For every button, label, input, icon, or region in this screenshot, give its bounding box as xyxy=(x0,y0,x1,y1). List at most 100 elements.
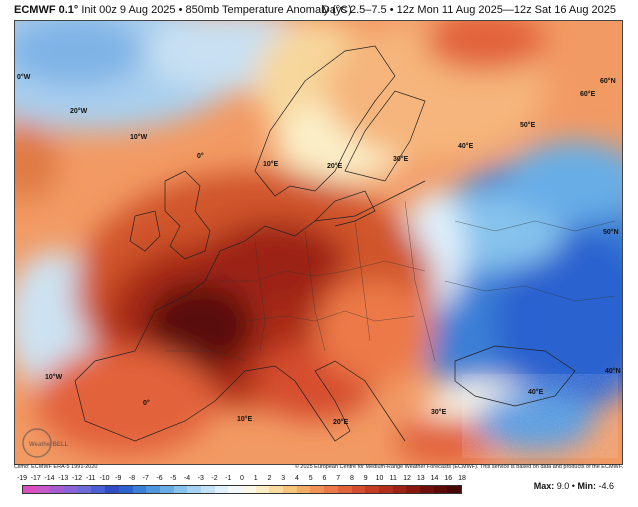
product-name: 850mb Temperature Anomaly (°C) xyxy=(185,4,352,16)
scale-swatch xyxy=(283,486,297,493)
scale-swatch xyxy=(159,486,174,493)
lon-label-40e-south: 40°E xyxy=(528,388,544,396)
scale-swatch xyxy=(214,486,229,493)
country-borders xyxy=(165,200,616,362)
header-separator: • xyxy=(178,4,183,16)
stats-separator: • xyxy=(571,481,575,491)
svg-text:WeatherBELL: WeatherBELL xyxy=(29,442,69,448)
lat-label-40n: 40°N xyxy=(605,367,621,375)
scale-tick-label: 9 xyxy=(363,475,368,482)
lon-label-60e: 60°E xyxy=(580,90,596,98)
max-value: 9.0 xyxy=(556,481,570,491)
lon-label-0-south: 0° xyxy=(143,399,150,407)
speckle-texture xyxy=(475,381,605,451)
scale-swatch xyxy=(91,486,106,493)
scale-tick-label: -11 xyxy=(85,475,96,482)
scale-swatch xyxy=(255,486,270,493)
scale-swatch xyxy=(50,486,65,493)
scale-bar xyxy=(22,485,462,494)
scale-tick-label: 16 xyxy=(444,475,453,482)
lon-label-20e-south: 20°E xyxy=(333,418,349,426)
lon-label-10e: 10°E xyxy=(263,160,279,168)
scale-swatch xyxy=(324,486,338,493)
scale-swatch xyxy=(173,486,188,493)
weatherbell-logo: WeatherBELL xyxy=(22,428,69,458)
scale-tick-label: -2 xyxy=(211,475,218,482)
scale-swatch xyxy=(406,486,420,493)
scale-tick-label: -8 xyxy=(128,475,136,482)
model-name: ECMWF 0.1° xyxy=(14,4,79,16)
scale-tick-label: 10 xyxy=(375,475,384,482)
min-label: Min: xyxy=(577,481,596,491)
lon-label-50e: 50°E xyxy=(520,121,536,129)
lon-label-20w: 20°W xyxy=(70,107,88,115)
lon-label-30e: 30°E xyxy=(393,155,409,163)
lat-label-50n: 50°N xyxy=(603,228,619,236)
scale-tick-label: 5 xyxy=(308,475,313,482)
lon-label-10w-south: 10°W xyxy=(45,373,63,381)
lon-label-0: 0° xyxy=(197,152,204,160)
scale-tick-label: -9 xyxy=(115,475,122,482)
scale-swatch xyxy=(64,486,78,493)
scale-tick-label: 13 xyxy=(416,475,425,482)
scale-tick-label: -6 xyxy=(156,475,163,482)
scale-tick-label: 0 xyxy=(240,475,244,482)
map-header: ECMWF 0.1° Init 00z 9 Aug 2025 • 850mb T… xyxy=(0,0,638,22)
footer-credits: Climo: ECMWF ERA-5 1991-2020 © 2025 Euro… xyxy=(14,463,623,472)
scale-swatch xyxy=(200,486,215,493)
lon-label-30e-south: 30°E xyxy=(431,408,447,416)
scale-swatch xyxy=(296,486,311,493)
scale-tick-label: -4 xyxy=(183,475,191,482)
scale-swatch xyxy=(36,486,51,493)
color-scale: -19 -17 -14 -13 -12 -11 -10 -9 -8 -7 -6 -5 -4 -3 -2 -1 0… xyxy=(17,475,466,495)
scale-swatch xyxy=(419,486,434,493)
scale-tick-label: 4 xyxy=(295,475,299,482)
scale-tick-label: 12 xyxy=(403,475,411,482)
lon-label-10w: 10°W xyxy=(130,133,148,141)
anomaly-map[interactable]: 60°N 50°N 40°N 20°W 10°W 0° 0°W 10°E 20°… xyxy=(14,20,623,465)
scale-swatch xyxy=(378,486,393,493)
scale-tick-label: 18 xyxy=(458,475,466,482)
scale-labels: -19 -17 -14 -13 -12 -11 -10 -9 -8 -7 -6 -5 -4 -3 -2 -1 0… xyxy=(17,475,466,485)
graticule-labels: 60°N 50°N 40°N 20°W 10°W 0° 0°W 10°E 20°… xyxy=(17,73,621,426)
coastlines xyxy=(74,45,576,442)
max-label: Max: xyxy=(533,481,555,491)
init-time: Init 00z 9 Aug 2025 xyxy=(81,4,176,16)
scale-tick-label: -7 xyxy=(142,475,149,482)
scale-tick-label: -14 xyxy=(44,475,55,482)
scale-tick-label: -19 xyxy=(16,475,28,482)
scale-swatch xyxy=(105,486,119,493)
lon-label-0w: 0°W xyxy=(17,73,31,81)
scale-swatch xyxy=(242,486,256,493)
copyright-note: © 2025 European Centre for Medium-Range … xyxy=(294,464,623,470)
climo-note: Climo: ECMWF ERA-5 1991-2020 xyxy=(14,464,98,470)
scale-tick-label: 1 xyxy=(253,475,258,482)
scale-tick-label: -10 xyxy=(99,475,110,482)
scale-tick-label: 7 xyxy=(336,475,341,482)
lon-label-40e: 40°E xyxy=(458,142,474,150)
header-title: ECMWF 0.1° Init 00z 9 Aug 2025 • 850mb T… xyxy=(14,4,352,16)
map-canvas: 60°N 50°N 40°N 20°W 10°W 0° 0°W 10°E 20°… xyxy=(15,21,622,464)
scale-tick-label: 2 xyxy=(267,475,272,482)
lat-label-60n: 60°N xyxy=(600,77,616,85)
scale-swatch xyxy=(77,486,92,493)
scale-tick-label: -5 xyxy=(170,475,177,482)
scale-tick-label: 3 xyxy=(281,475,286,482)
forecast-period: Days 2.5–7.5 • 12z Mon 11 Aug 2025—12z S… xyxy=(321,4,616,16)
scale-swatch xyxy=(365,486,379,493)
scale-tick-label: -12 xyxy=(71,475,83,482)
scale-swatch xyxy=(392,486,407,493)
scale-swatch xyxy=(310,486,325,493)
scale-swatch xyxy=(146,486,160,493)
scale-tick-label: 14 xyxy=(430,475,439,482)
max-min-stats: Max: 9.0 • Min: -4.6 xyxy=(534,481,614,491)
scale-swatch xyxy=(187,486,201,493)
scale-tick-label: -17 xyxy=(30,475,41,482)
scale-swatch xyxy=(351,486,366,493)
min-value: -4.6 xyxy=(598,481,614,491)
scale-tick-label: -13 xyxy=(58,475,69,482)
scale-swatch xyxy=(228,486,242,493)
scale-tick-label: 8 xyxy=(350,475,354,482)
scale-swatch xyxy=(132,486,147,493)
scale-tick-label: 6 xyxy=(322,475,327,482)
